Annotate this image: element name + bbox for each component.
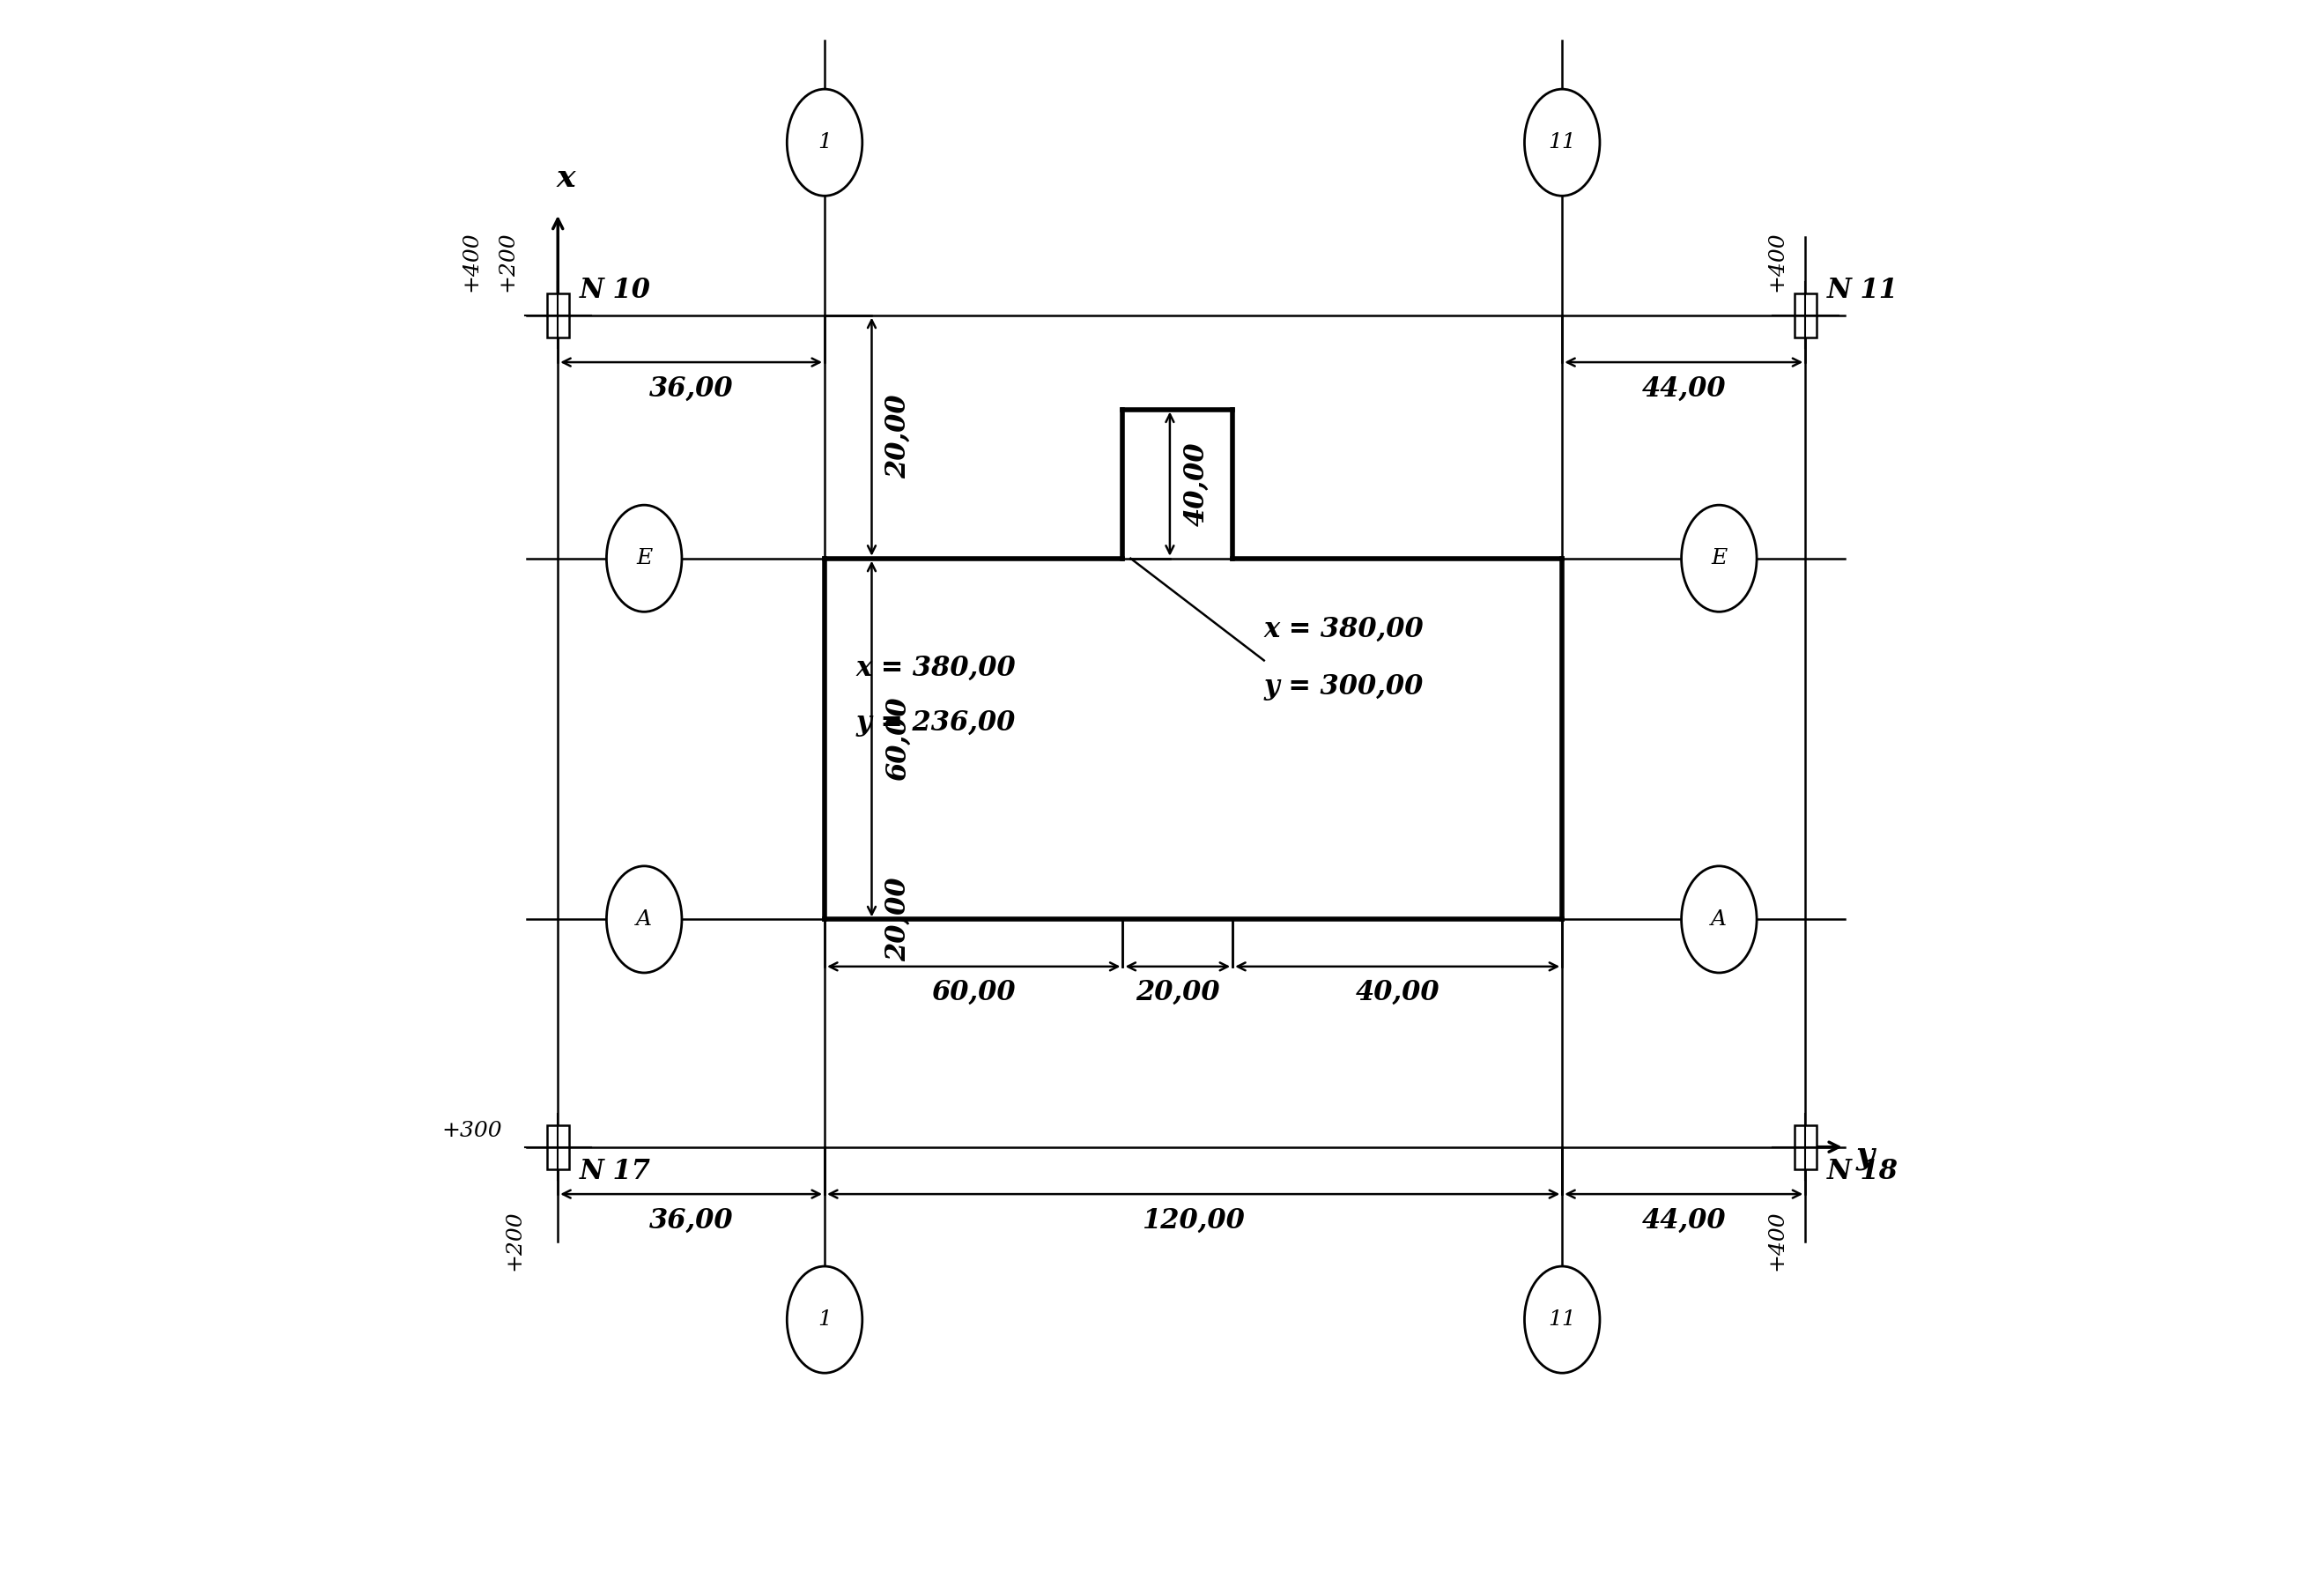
Text: x = 380,00: x = 380,00 (1264, 615, 1425, 643)
Text: y = 300,00: y = 300,00 (1264, 673, 1425, 701)
Ellipse shape (788, 1267, 862, 1372)
Ellipse shape (1525, 90, 1599, 196)
Text: +200: +200 (497, 231, 518, 291)
Text: 60,00: 60,00 (883, 696, 911, 781)
Text: 20,00: 20,00 (883, 877, 911, 962)
Text: y = 236,00: y = 236,00 (855, 709, 1016, 737)
Bar (546, 314, 569, 336)
Ellipse shape (607, 866, 681, 973)
Text: 11: 11 (1548, 132, 1576, 152)
Text: N 10: N 10 (579, 277, 651, 303)
Text: 1: 1 (818, 1309, 832, 1330)
Ellipse shape (607, 505, 681, 612)
Text: 60,00: 60,00 (932, 979, 1016, 1006)
Ellipse shape (1680, 505, 1757, 612)
Ellipse shape (788, 90, 862, 196)
Text: +400: +400 (1766, 231, 1787, 291)
Text: A: A (1710, 909, 1727, 929)
Bar (1794, 292, 1817, 314)
Text: N 17: N 17 (579, 1159, 651, 1185)
Text: +400: +400 (462, 231, 481, 291)
Text: 44,00: 44,00 (1641, 1207, 1727, 1234)
Text: E: E (637, 549, 653, 569)
Ellipse shape (1525, 1267, 1599, 1372)
Text: N 18: N 18 (1827, 1159, 1899, 1185)
Text: N 11: N 11 (1827, 277, 1899, 303)
Text: 11: 11 (1548, 1309, 1576, 1330)
Bar (546, 1148, 569, 1170)
Ellipse shape (1680, 866, 1757, 973)
Bar (1794, 1148, 1817, 1170)
Text: A: A (637, 909, 653, 929)
Text: +200: +200 (504, 1210, 523, 1270)
Bar (1794, 1126, 1817, 1148)
Text: x: x (555, 163, 574, 193)
Text: x = 380,00: x = 380,00 (855, 654, 1016, 682)
Text: 36,00: 36,00 (648, 374, 734, 402)
Bar (1794, 314, 1817, 336)
Text: 44,00: 44,00 (1641, 374, 1727, 402)
Text: 20,00: 20,00 (883, 395, 911, 479)
Text: 40,00: 40,00 (1183, 442, 1211, 527)
Text: 1: 1 (818, 132, 832, 152)
Text: 120,00: 120,00 (1141, 1207, 1246, 1234)
Text: E: E (1710, 549, 1727, 569)
Bar (546, 292, 569, 314)
Text: 40,00: 40,00 (1355, 979, 1439, 1006)
Text: 20,00: 20,00 (1136, 979, 1220, 1006)
Text: +400: +400 (1766, 1210, 1787, 1270)
Text: 36,00: 36,00 (648, 1207, 734, 1234)
Text: y: y (1855, 1140, 1873, 1170)
Text: +300: +300 (442, 1121, 502, 1141)
Bar (546, 1126, 569, 1148)
